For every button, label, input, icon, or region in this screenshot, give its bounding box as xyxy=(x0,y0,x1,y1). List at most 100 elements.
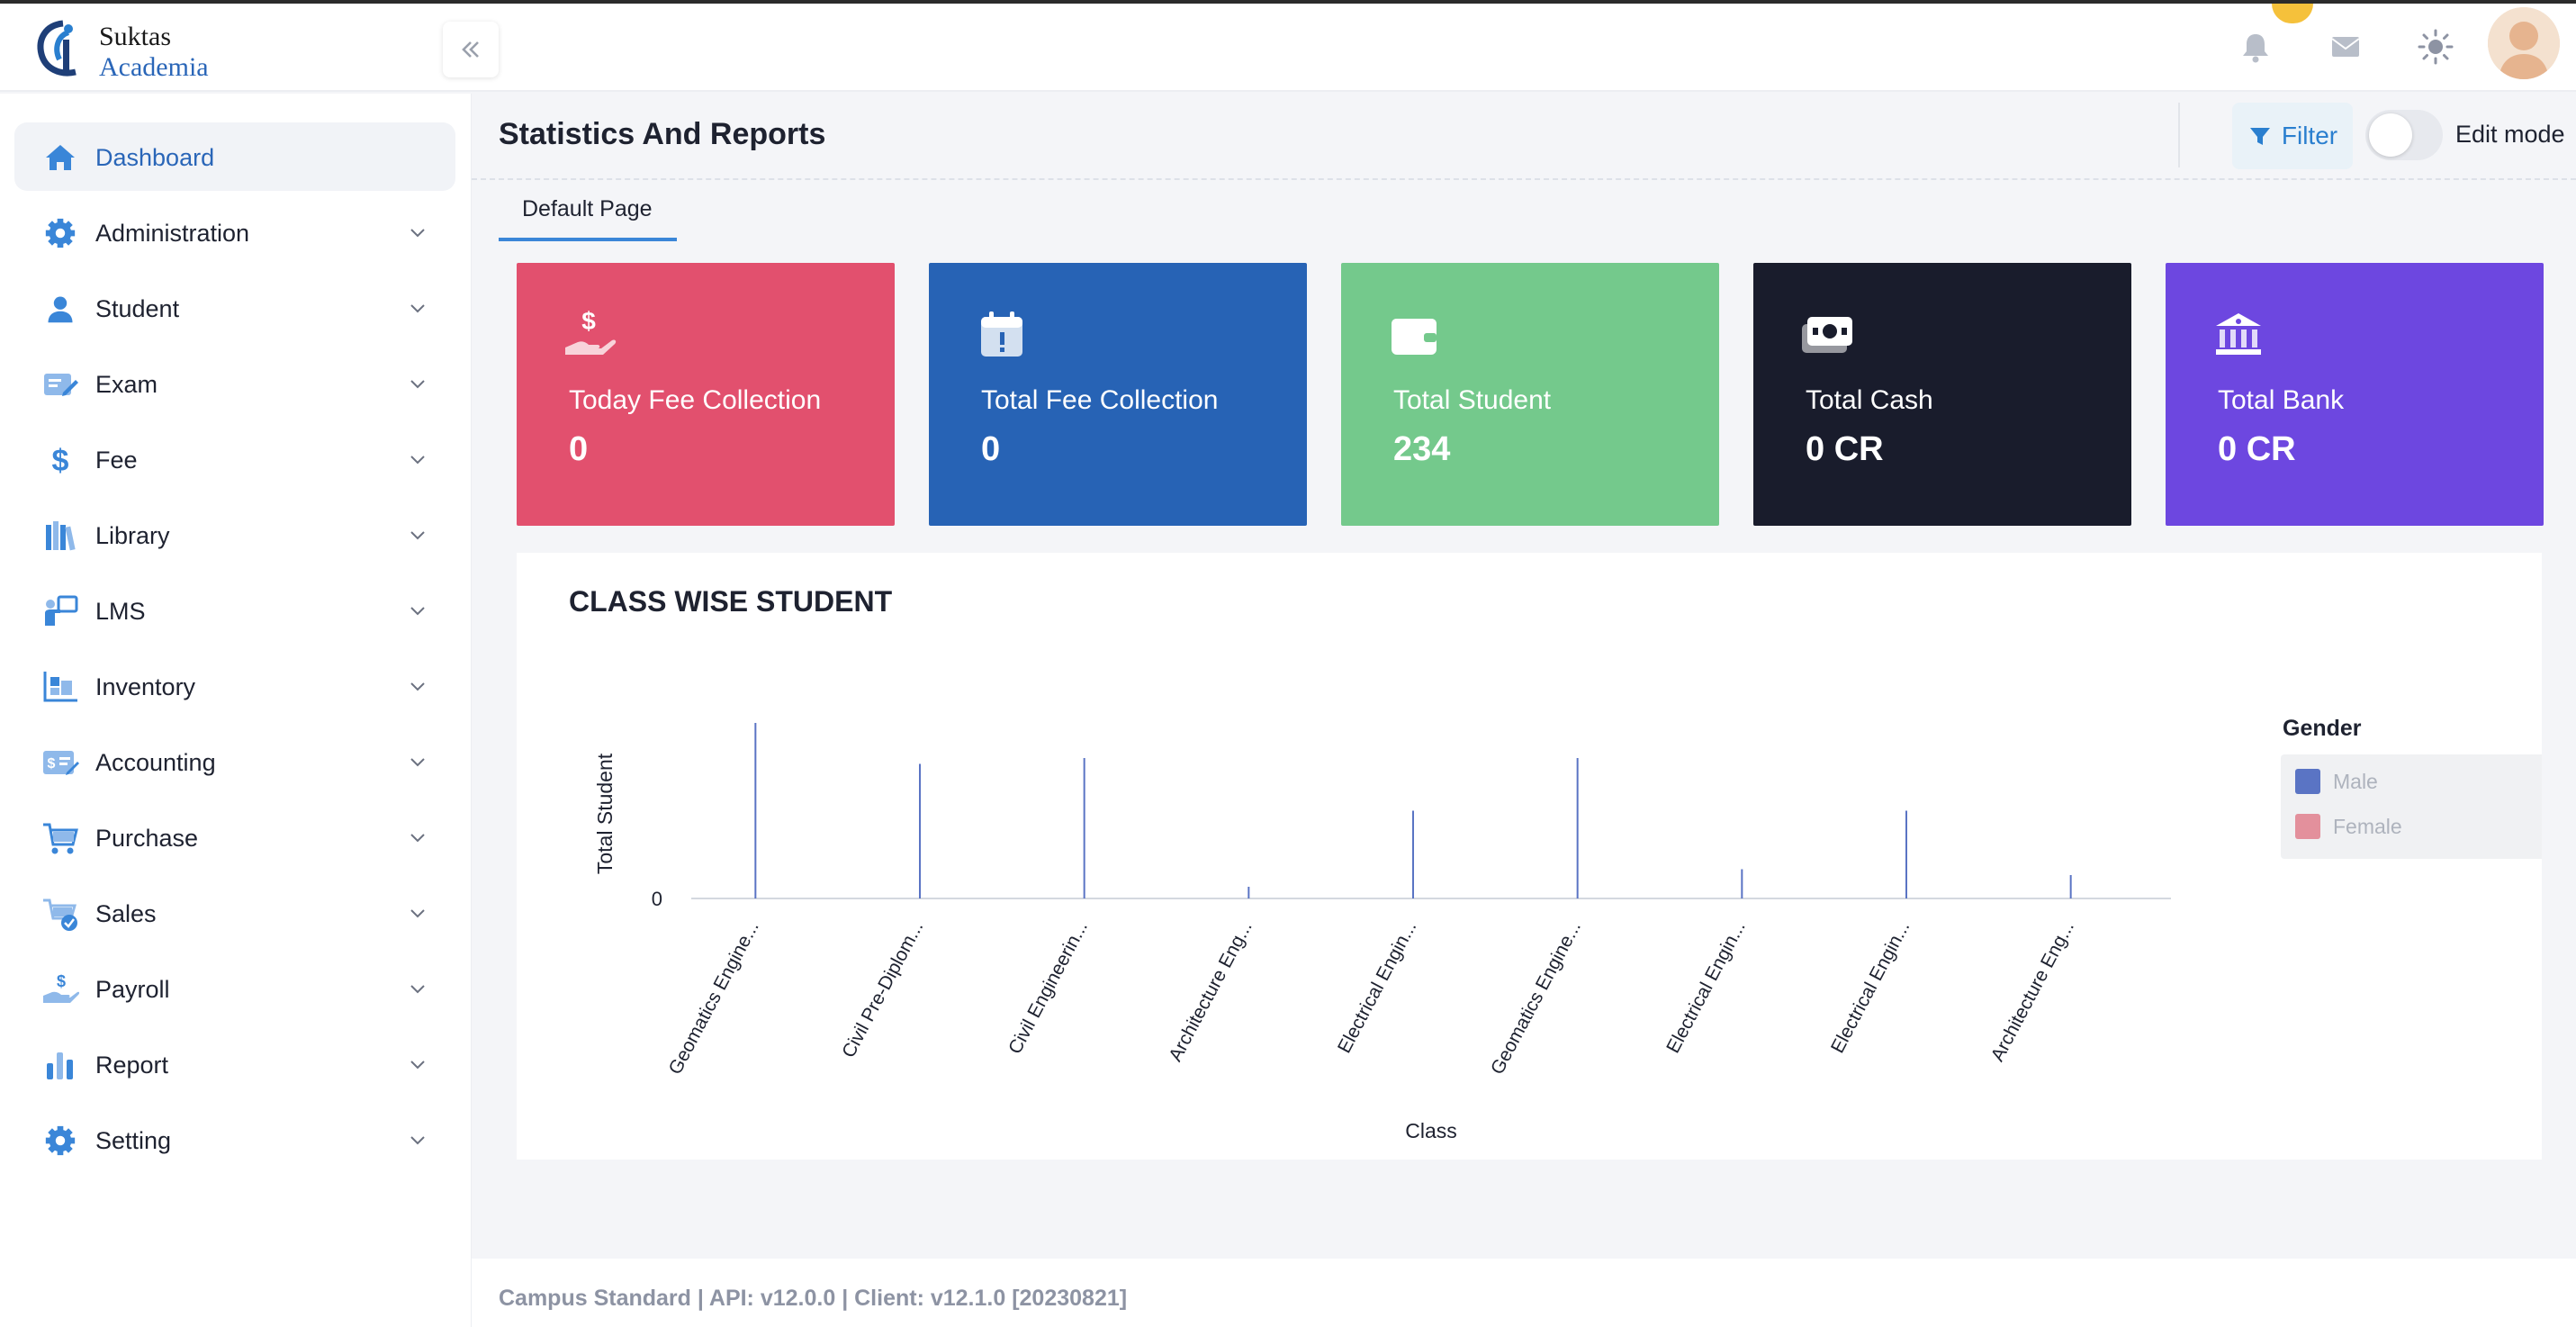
card-label: Total Student xyxy=(1393,385,1552,415)
x-tick-label: Electrical Engin... xyxy=(1334,918,1420,1057)
sidebar-item-label: Accounting xyxy=(95,749,216,776)
user-avatar[interactable] xyxy=(2488,7,2560,79)
legend-label-male: Male xyxy=(2333,770,2378,793)
chart-title: CLASS WISE STUDENT xyxy=(569,585,893,618)
books-icon xyxy=(41,517,79,555)
x-tick-label: Electrical Engin... xyxy=(1827,918,1914,1057)
bar-male xyxy=(1083,758,1085,898)
sidebar-item-payroll[interactable]: $ Payroll xyxy=(14,954,455,1023)
notifications-button[interactable] xyxy=(2232,23,2279,70)
sidebar-item-inventory[interactable]: Inventory xyxy=(14,652,455,720)
x-tick-label: Geomatics Engine... xyxy=(665,918,763,1079)
sidebar-item-label: Sales xyxy=(95,900,157,927)
sidebar-item-dashboard[interactable]: Dashboard xyxy=(14,122,455,191)
x-tick-label: Civil Pre-Diplom... xyxy=(838,918,927,1061)
svg-text:$: $ xyxy=(48,756,56,772)
sidebar-item-lms[interactable]: LMS xyxy=(14,576,455,645)
toggle-knob xyxy=(2369,113,2412,157)
tab-default-page[interactable]: Default Page xyxy=(499,189,677,241)
x-axis-label: Class xyxy=(1405,1119,1457,1142)
x-tick-label: Architecture Eng... xyxy=(1987,918,2078,1065)
double-chevron-left-icon xyxy=(462,41,479,58)
stat-card-total-student: Total Student 234 xyxy=(1341,263,1719,526)
sidebar-item-setting[interactable]: Setting xyxy=(14,1106,455,1174)
inventory-icon xyxy=(41,668,79,706)
logo[interactable]: Suktas Academia xyxy=(32,16,464,83)
x-tick-label: Civil Engineerin... xyxy=(1004,918,1092,1058)
sidebar-item-library[interactable]: Library xyxy=(14,501,455,569)
tab-label: Default Page xyxy=(522,196,653,221)
legend-swatch-male xyxy=(2295,769,2320,794)
chevron-down-icon xyxy=(410,985,425,994)
theme-toggle-button[interactable] xyxy=(2412,23,2459,70)
bell-icon xyxy=(2243,34,2268,63)
chevron-down-icon xyxy=(410,456,425,465)
card-label: Total Bank xyxy=(2218,385,2345,415)
card-value: 0 xyxy=(981,430,1001,468)
svg-text:$: $ xyxy=(581,307,596,335)
sidebar-item-student[interactable]: Student xyxy=(14,274,455,342)
sidebar-item-sales[interactable]: Sales xyxy=(14,879,455,947)
chevron-down-icon xyxy=(410,607,425,616)
y-tick-label: 0 xyxy=(652,888,662,910)
legend-label-female: Female xyxy=(2333,815,2402,838)
collapse-sidebar-button[interactable] xyxy=(443,22,499,77)
x-tick-label: Electrical Engin... xyxy=(1662,918,1749,1057)
wallet-icon xyxy=(1392,319,1437,355)
chevron-down-icon xyxy=(410,229,425,238)
svg-text:$: $ xyxy=(52,444,69,478)
accounting-icon: $ xyxy=(41,744,79,781)
sidebar-item-label: Inventory xyxy=(95,673,196,700)
page-header: Statistics And Reports Filter Edit mode xyxy=(472,94,2576,180)
card-value: 0 CR xyxy=(2218,430,2296,468)
filter-label: Filter xyxy=(2281,122,2338,149)
filter-icon xyxy=(2249,128,2270,145)
sidebar-item-label: Student xyxy=(95,295,180,322)
header-divider xyxy=(2178,103,2180,167)
bar-male xyxy=(1247,887,1250,898)
x-tick-label: Architecture Eng... xyxy=(1165,918,1256,1065)
bar-chart-icon xyxy=(41,1046,79,1084)
sidebar-item-administration[interactable]: Administration xyxy=(14,198,455,266)
bar-male xyxy=(1412,810,1414,898)
sidebar-item-report[interactable]: Report xyxy=(14,1030,455,1098)
page-title: Statistics And Reports xyxy=(499,117,826,151)
svg-text:$: $ xyxy=(57,972,66,990)
avatar-icon xyxy=(2488,7,2560,79)
sidebar-item-label: Report xyxy=(95,1052,169,1079)
chevron-down-icon xyxy=(410,1136,425,1145)
gear-icon xyxy=(41,214,79,252)
calendar-alert-icon xyxy=(981,311,1022,357)
y-axis-label: Total Student xyxy=(593,753,617,874)
stat-card-total-bank: Total Bank 0 CR xyxy=(2166,263,2544,526)
legend-title: Gender xyxy=(2283,716,2362,741)
filter-button[interactable]: Filter xyxy=(2232,103,2353,169)
card-label: Total Cash xyxy=(1806,385,1933,415)
sidebar-item-exam[interactable]: Exam xyxy=(14,349,455,418)
messages-button[interactable] xyxy=(2322,23,2369,70)
chevron-down-icon xyxy=(410,834,425,843)
footer: Campus Standard | API: v12.0.0 | Client:… xyxy=(472,1259,2576,1327)
sidebar-item-fee[interactable]: $ Fee xyxy=(14,425,455,493)
top-bar: Suktas Academia xyxy=(0,4,2576,92)
bar-male xyxy=(2069,875,2072,898)
legend-swatch-female xyxy=(2295,814,2320,839)
sidebar-item-accounting[interactable]: $ Accounting xyxy=(14,727,455,796)
sidebar-item-purchase[interactable]: Purchase xyxy=(14,803,455,871)
chevron-down-icon xyxy=(410,682,425,691)
card-value: 0 xyxy=(569,430,589,468)
edit-icon xyxy=(41,366,79,403)
edit-mode-label: Edit mode xyxy=(2455,121,2565,148)
legend-box xyxy=(2281,754,2542,859)
hand-dollar-icon: $ xyxy=(565,307,617,355)
cash-icon xyxy=(1802,317,1852,353)
stat-card-today-fee: $ Today Fee Collection 0 xyxy=(517,263,895,526)
edit-mode-toggle[interactable] xyxy=(2365,110,2443,160)
sidebar-item-label: Library xyxy=(95,522,170,549)
sidebar-item-label: LMS xyxy=(95,598,146,625)
logo-subtitle: Academia xyxy=(99,52,209,82)
bar-male xyxy=(919,763,921,898)
logo-icon xyxy=(37,20,77,77)
cart-check-icon xyxy=(41,895,79,933)
card-value: 0 CR xyxy=(1806,430,1884,468)
